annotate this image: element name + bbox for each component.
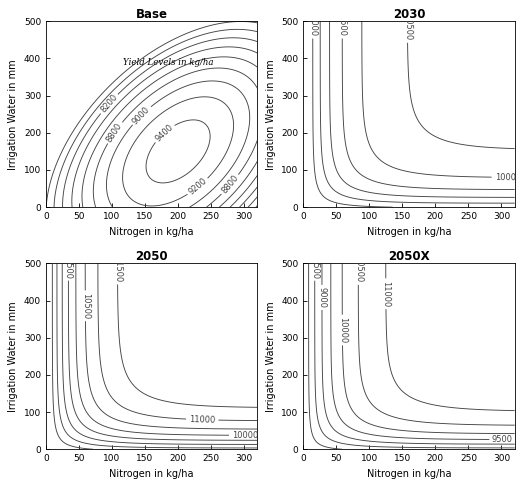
Title: 2050: 2050	[135, 250, 168, 263]
Text: 10000: 10000	[338, 317, 347, 343]
Text: 10500: 10500	[354, 256, 363, 282]
Text: Yield Levels in kg/ha: Yield Levels in kg/ha	[123, 58, 213, 67]
Text: 10000: 10000	[495, 173, 521, 182]
X-axis label: Nitrogen in kg/ha: Nitrogen in kg/ha	[367, 226, 451, 237]
Text: 8800: 8800	[220, 173, 241, 196]
X-axis label: Nitrogen in kg/ha: Nitrogen in kg/ha	[109, 226, 194, 237]
Text: 11500: 11500	[113, 256, 122, 282]
Text: 10500: 10500	[81, 293, 90, 319]
Text: 9000: 9000	[131, 105, 152, 126]
Title: Base: Base	[135, 8, 168, 21]
Text: 11000: 11000	[381, 281, 390, 307]
X-axis label: Nitrogen in kg/ha: Nitrogen in kg/ha	[367, 468, 451, 479]
Y-axis label: Irrigation Water in mm: Irrigation Water in mm	[8, 59, 18, 169]
Text: 9500: 9500	[492, 435, 513, 444]
Y-axis label: Irrigation Water in mm: Irrigation Water in mm	[266, 301, 276, 412]
Text: 9200: 9200	[187, 177, 209, 197]
Text: 10500: 10500	[403, 14, 412, 40]
Text: 9500: 9500	[338, 16, 347, 37]
Title: 2030: 2030	[393, 8, 425, 21]
Text: 8200: 8200	[99, 93, 119, 115]
Y-axis label: Irrigation Water in mm: Irrigation Water in mm	[8, 301, 18, 412]
Text: 9000: 9000	[317, 287, 326, 308]
X-axis label: Nitrogen in kg/ha: Nitrogen in kg/ha	[109, 468, 194, 479]
Title: 2050X: 2050X	[388, 250, 430, 263]
Text: 10000: 10000	[232, 431, 258, 440]
Text: 11000: 11000	[189, 415, 215, 425]
Y-axis label: Irrigation Water in mm: Irrigation Water in mm	[266, 59, 276, 169]
Text: 8000: 8000	[308, 16, 317, 37]
Text: 8500: 8500	[310, 258, 319, 279]
Text: 9400: 9400	[153, 123, 175, 144]
Text: 8800: 8800	[105, 121, 124, 144]
Text: 9500: 9500	[64, 258, 73, 279]
